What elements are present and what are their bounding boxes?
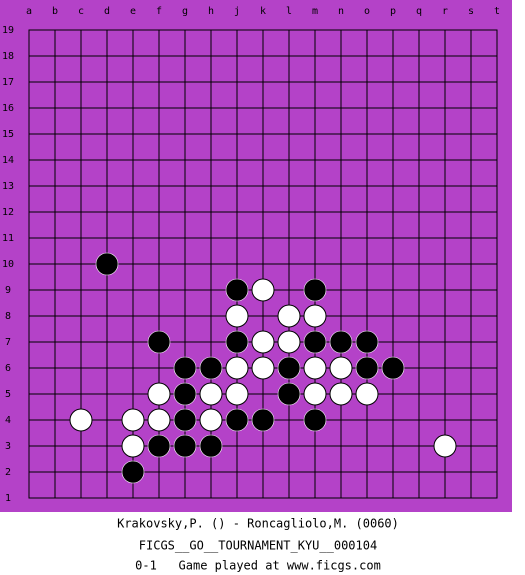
white-stone [147,408,171,432]
white-stone [433,434,457,458]
white-stone [303,356,327,380]
white-stone [303,304,327,328]
column-label: p [390,6,396,17]
players: Krakovsky,P. () - Roncagliolo,M. (0060) [117,517,399,531]
white-stone [329,382,353,406]
black-stone [277,382,301,406]
row-label: 11 [2,233,14,244]
row-label: 5 [5,389,11,400]
row-label: 4 [5,415,11,426]
row-label: 15 [2,129,14,140]
column-label: r [442,6,448,17]
white-stone [251,278,275,302]
column-label: h [208,6,214,17]
board-frame [0,0,512,512]
column-label: a [26,6,32,17]
white-stone [303,382,327,406]
white-stone [251,356,275,380]
white-stone [147,382,171,406]
column-label: b [52,6,58,17]
black-stone [199,434,223,458]
black-stone [225,330,249,354]
column-label: f [156,6,162,17]
column-label: c [78,6,84,17]
black-stone [199,356,223,380]
column-label: o [364,6,370,17]
column-label: q [416,6,422,17]
white-stone [69,408,93,432]
black-stone [173,382,197,406]
black-stone [251,408,275,432]
black-stone [329,330,353,354]
row-label: 10 [2,259,14,270]
white-stone [329,356,353,380]
row-label: 13 [2,181,14,192]
column-label: j [234,6,240,17]
white-stone [277,304,301,328]
column-label: e [130,6,136,17]
row-label: 17 [2,77,14,88]
black-stone [303,408,327,432]
column-label: l [286,6,292,17]
row-label: 16 [2,103,14,114]
row-label: 8 [5,311,11,322]
row-label: 14 [2,155,14,166]
column-label: s [468,6,474,17]
white-stone [225,356,249,380]
white-stone [251,330,275,354]
row-label: 12 [2,207,14,218]
row-label: 18 [2,51,14,62]
black-stone [147,330,171,354]
black-stone [225,278,249,302]
row-label: 2 [5,467,11,478]
white-stone [225,304,249,328]
row-label: 1 [5,493,11,504]
event: FICGS__GO__TOURNAMENT_KYU__000104 [139,539,377,553]
black-stone [381,356,405,380]
white-stone [355,382,379,406]
row-label: 7 [5,337,11,348]
column-label: d [104,6,110,17]
black-stone [355,330,379,354]
black-stone [121,460,145,484]
black-stone [173,408,197,432]
column-label: g [182,6,188,17]
black-stone [225,408,249,432]
black-stone [277,356,301,380]
black-stone [147,434,171,458]
row-label: 19 [2,25,14,36]
white-stone [199,408,223,432]
black-stone [303,330,327,354]
column-label: k [260,6,266,17]
column-label: t [494,6,500,17]
result: 0-1 Game played at www.ficgs.com [135,559,381,573]
row-label: 9 [5,285,11,296]
column-label: n [338,6,344,17]
black-stone [303,278,327,302]
column-label: m [312,6,318,17]
white-stone [121,434,145,458]
black-stone [355,356,379,380]
white-stone [225,382,249,406]
white-stone [199,382,223,406]
black-stone [173,356,197,380]
row-label: 6 [5,363,11,374]
row-label: 3 [5,441,11,452]
black-stone [173,434,197,458]
black-stone [95,252,119,276]
white-stone [277,330,301,354]
white-stone [121,408,145,432]
